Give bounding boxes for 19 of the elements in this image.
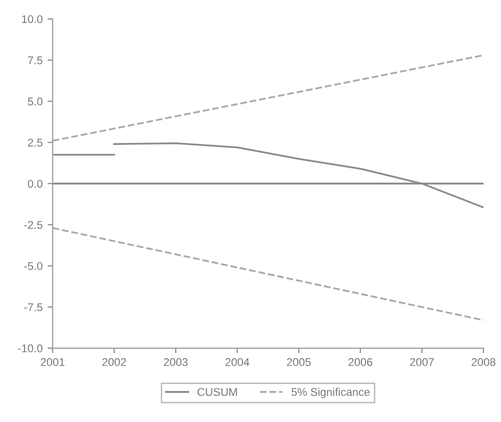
y-tick-label: -2.5 bbox=[24, 220, 42, 229]
y-tick-label: -7.5 bbox=[24, 303, 42, 312]
x-tick-label: 2007 bbox=[410, 358, 434, 366]
x-tick-label: 2006 bbox=[348, 358, 372, 366]
x-tick-label: 2004 bbox=[225, 358, 250, 366]
y-tick-label: 5.0 bbox=[28, 98, 42, 106]
y-tick-label: -10.0 bbox=[18, 344, 42, 352]
y-tick-label: 7.5 bbox=[28, 56, 42, 64]
y-tick-label: -5.0 bbox=[24, 262, 42, 270]
y-tick-label: 10.0 bbox=[22, 15, 42, 24]
y-tick-label: 0.0 bbox=[28, 180, 42, 188]
x-tick-label: 2003 bbox=[164, 358, 188, 366]
x-tick-label: 2001 bbox=[40, 358, 64, 366]
x-tick-label: 2002 bbox=[102, 358, 126, 366]
x-tick-label: 2008 bbox=[472, 358, 496, 366]
x-tick-label: 2005 bbox=[287, 358, 311, 366]
legend-label: CUSUM bbox=[198, 388, 237, 396]
legend-label: 5% Significance bbox=[292, 388, 370, 398]
y-tick-label: 2.5 bbox=[28, 138, 42, 147]
